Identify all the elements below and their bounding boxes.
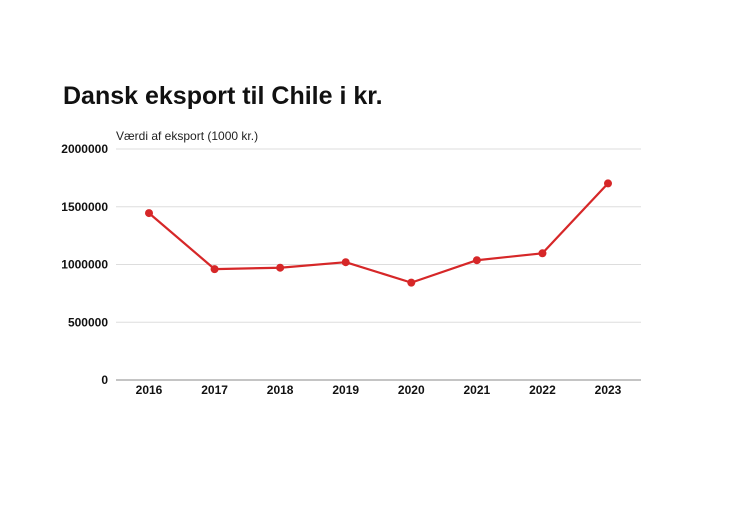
data-point bbox=[604, 179, 612, 188]
y-axis-label: Værdi af eksport (1000 kr.) bbox=[116, 129, 258, 143]
data-point bbox=[145, 209, 153, 218]
data-point bbox=[276, 263, 285, 272]
x-tick-label: 2017 bbox=[201, 383, 228, 397]
y-tick-label: 0 bbox=[101, 373, 108, 387]
x-tick-label: 2021 bbox=[464, 383, 491, 397]
y-tick-label: 500000 bbox=[68, 315, 108, 329]
data-point bbox=[341, 258, 350, 267]
x-tick-label: 2019 bbox=[332, 383, 359, 397]
y-tick-label: 1000000 bbox=[61, 258, 108, 272]
y-tick-label: 1500000 bbox=[61, 200, 108, 214]
x-tick-label: 2016 bbox=[136, 383, 163, 397]
y-tick-labels: 0 500000 1000000 1500000 2000000 bbox=[61, 142, 108, 387]
data-point bbox=[538, 249, 547, 258]
y-tick-label: 2000000 bbox=[61, 142, 108, 156]
x-tick-label: 2018 bbox=[267, 383, 294, 397]
series-line bbox=[147, 182, 610, 284]
chart-title: Dansk eksport til Chile i kr. bbox=[63, 82, 383, 110]
data-point bbox=[210, 265, 219, 274]
grid-lines bbox=[116, 148, 641, 381]
x-tick-label: 2023 bbox=[595, 383, 622, 397]
series-group bbox=[145, 179, 612, 287]
data-point bbox=[407, 278, 416, 287]
x-tick-label: 2022 bbox=[529, 383, 556, 397]
data-point bbox=[472, 256, 481, 265]
x-tick-labels: 2016 2017 2018 2019 2020 2021 2022 2023 bbox=[136, 383, 622, 397]
x-tick-label: 2020 bbox=[398, 383, 425, 397]
